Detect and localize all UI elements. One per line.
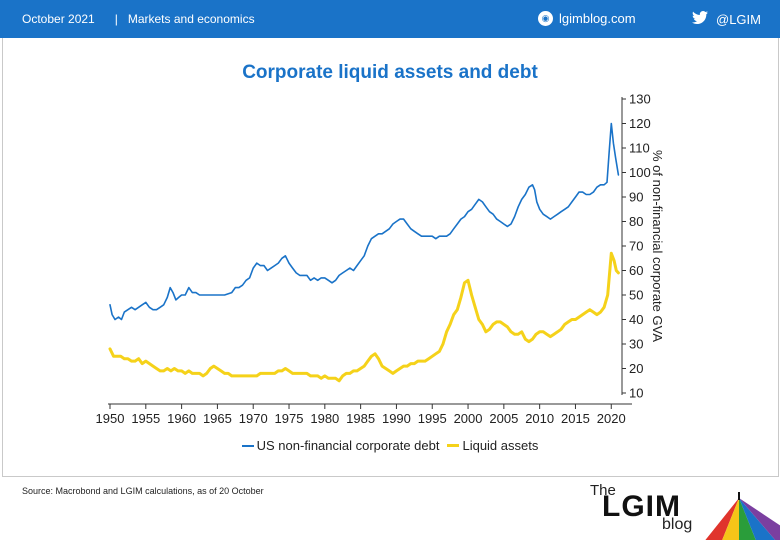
y-tick-label: 30: [629, 337, 643, 352]
legend-label-debt: US non-financial corporate debt: [256, 438, 440, 453]
x-tick-label: 1985: [346, 411, 375, 426]
legend-item-liquid: Liquid assets: [447, 438, 538, 453]
header-left: October 2021 | Markets and economics: [22, 12, 265, 26]
header-date: October 2021: [22, 12, 95, 26]
site-link[interactable]: ◉ lgimblog.com: [538, 11, 636, 26]
legend-label-liquid: Liquid assets: [462, 438, 539, 453]
chart-title: Corporate liquid assets and debt: [242, 62, 538, 83]
globe-icon: ◉: [538, 11, 553, 26]
y-tick-label: 40: [629, 312, 643, 327]
series-line-debt: [109, 122, 620, 321]
footer-divider: [2, 476, 778, 477]
line-chart: 10 20 30 40 50 60 70 80 90 100 110 120 130 1950 1955 19…: [96, 92, 665, 427]
y-tick-label: 20: [629, 361, 643, 376]
twitter-handle: @LGIM: [716, 11, 761, 27]
twitter-icon: [692, 11, 708, 27]
x-tick-label: 2010: [525, 411, 554, 426]
header-section: Markets and economics: [127, 12, 255, 26]
y-tick-label: 110: [629, 141, 650, 156]
x-tick-label: 2000: [454, 411, 483, 426]
x-tick-label: 1955: [131, 411, 160, 426]
x-tick-label: 1995: [418, 411, 447, 426]
x-tick-label: 1970: [239, 411, 268, 426]
series-line-liquid-assets: [108, 251, 620, 383]
x-tick-label: 2020: [597, 411, 626, 426]
y-tick-label: 80: [629, 214, 643, 229]
chart-legend: US non-financial corporate debt Liquid a…: [0, 438, 780, 453]
y-tick-label: 10: [629, 386, 643, 401]
x-tick-label: 2005: [489, 411, 518, 426]
y-tick-label: 50: [629, 288, 643, 303]
y-tick-label: 120: [629, 116, 651, 131]
y-tick-label: 100: [629, 165, 651, 180]
logo-the: The: [590, 482, 616, 499]
header-bar: October 2021 | Markets and economics ◉ lgi…: [0, 0, 780, 38]
twitter-link[interactable]: @LGIM: [692, 11, 761, 27]
x-tick-label: 1960: [167, 411, 196, 426]
lgim-blog-logo: The LGIM blog: [590, 480, 780, 540]
y-tick-label: 60: [629, 263, 643, 278]
y-tick-label: 130: [629, 92, 651, 107]
x-tick-label: 2015: [561, 411, 590, 426]
umbrella-icon: [705, 492, 780, 540]
y-tick-label: 90: [629, 190, 643, 205]
x-tick-label: 1975: [275, 411, 304, 426]
source-note: Source: Macrobond and LGIM calculations,…: [22, 486, 264, 496]
logo-main: LGIM: [602, 490, 681, 523]
logo-blog: blog: [662, 516, 693, 533]
legend-swatch-debt: [241, 444, 254, 447]
header-separator: |: [114, 12, 118, 26]
legend-item-debt: US non-financial corporate debt: [241, 438, 440, 453]
site-label: lgimblog.com: [559, 11, 636, 26]
x-tick-label: 1965: [203, 411, 232, 426]
x-tick-label: 1950: [96, 411, 125, 426]
x-tick-label: 1990: [382, 411, 411, 426]
y-tick-label: 70: [629, 239, 643, 254]
legend-swatch-liquid: [447, 444, 460, 447]
y-axis-label: % of non-financial corporate GVA: [650, 150, 665, 342]
x-tick-label: 1980: [310, 411, 339, 426]
